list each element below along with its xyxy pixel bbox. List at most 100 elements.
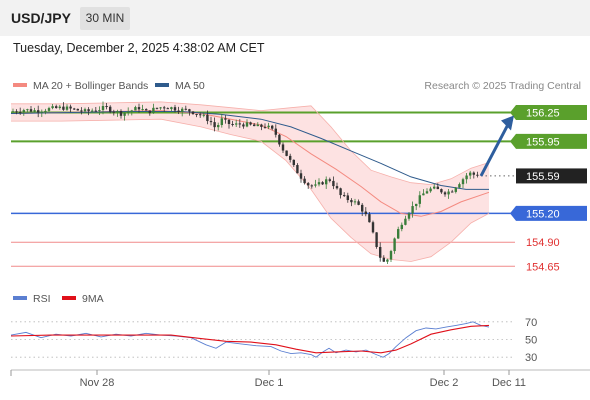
candle: [213, 117, 216, 132]
candle: [353, 198, 357, 205]
x-tick: Nov 28: [80, 370, 115, 389]
candle-body: [285, 150, 288, 156]
candle-body: [256, 124, 259, 127]
candle: [472, 171, 475, 179]
candle-body: [382, 257, 385, 262]
legend-swatch-ma20: [13, 83, 27, 88]
candle: [447, 188, 450, 199]
candle-body: [245, 122, 249, 127]
legend-swatch-rsi: [13, 296, 27, 301]
candle: [361, 203, 364, 216]
candle-body: [116, 111, 119, 113]
candle-body: [62, 106, 65, 110]
candle-body: [29, 109, 33, 112]
candle-body: [58, 106, 61, 109]
candle: [11, 108, 15, 113]
candle: [371, 220, 375, 234]
candle: [199, 112, 202, 118]
candle-body: [141, 109, 144, 111]
x-tick-label: Dec 11: [492, 377, 526, 389]
candle-body: [379, 247, 382, 258]
candle-body: [253, 124, 256, 127]
candle: [231, 120, 234, 127]
candle: [47, 106, 51, 112]
candle: [105, 102, 108, 110]
candle: [296, 163, 299, 174]
candle: [256, 122, 259, 127]
rsi-gridline: 50: [11, 335, 537, 347]
timeframe-button[interactable]: 30 MIN: [80, 7, 130, 30]
candle-body: [407, 213, 411, 219]
ma20-line: [10, 110, 490, 217]
level-label: 155.59: [526, 171, 560, 183]
candle: [307, 181, 310, 189]
candle-body: [199, 114, 202, 116]
candle-body: [152, 107, 155, 114]
candle-body: [321, 182, 324, 185]
candle: [281, 142, 285, 153]
candle: [91, 108, 94, 113]
legend-swatch-9ma: [62, 296, 76, 301]
x-tick-label: Dec 1: [255, 377, 284, 389]
candle: [321, 181, 324, 185]
candle-body: [173, 107, 177, 111]
candle-body: [195, 114, 198, 116]
candle-body: [101, 106, 105, 111]
candle: [303, 176, 306, 185]
candle-body: [451, 191, 454, 193]
candle: [242, 122, 245, 129]
level-label: 154.90: [526, 237, 560, 249]
toolbar: USD/JPY 30 MIN: [0, 0, 590, 36]
candle: [141, 104, 144, 111]
candle: [80, 107, 83, 115]
candle-body: [112, 111, 115, 113]
candle: [454, 186, 457, 194]
candle-body: [33, 110, 36, 112]
level-label: 156.25: [526, 107, 560, 119]
candle: [285, 150, 288, 157]
x-tick: Dec 11: [492, 370, 526, 389]
candle: [274, 124, 277, 138]
candle-body: [202, 114, 205, 116]
candle-body: [80, 110, 83, 112]
candle: [73, 107, 76, 110]
candle-body: [148, 110, 151, 114]
candle-body: [404, 218, 407, 225]
level-label-box: [510, 133, 587, 149]
candle-body: [310, 185, 313, 187]
candle: [177, 106, 180, 115]
candle-body: [69, 106, 72, 109]
candle-body: [292, 159, 295, 166]
candle: [368, 211, 371, 223]
candle: [382, 255, 385, 262]
candle: [127, 107, 130, 116]
legend-label-rsi: RSI: [33, 293, 51, 305]
candle-body: [242, 124, 245, 127]
rsi-tick-label: 50: [525, 335, 537, 347]
rsi-gridline: 30: [11, 352, 537, 364]
candle: [346, 192, 349, 203]
candle: [407, 212, 411, 221]
candle-body: [397, 229, 400, 239]
candle: [37, 105, 40, 118]
candle: [379, 242, 382, 262]
candle: [335, 182, 339, 190]
candle-body: [217, 125, 220, 128]
level-support-4: 154.90: [11, 237, 560, 249]
candle: [55, 104, 58, 109]
x-tick-label: Nov 28: [80, 377, 115, 389]
candle-body: [177, 110, 180, 112]
candle-body: [346, 195, 349, 201]
candle-body: [422, 193, 425, 196]
candle-body: [364, 211, 367, 215]
candle-body: [163, 107, 166, 109]
candle-body: [458, 184, 461, 188]
candle: [83, 107, 87, 114]
level-label: 154.65: [526, 261, 560, 273]
candle: [310, 184, 313, 189]
candle-body: [332, 180, 335, 187]
candle: [134, 105, 137, 111]
candle: [343, 192, 346, 198]
candle: [109, 105, 112, 114]
